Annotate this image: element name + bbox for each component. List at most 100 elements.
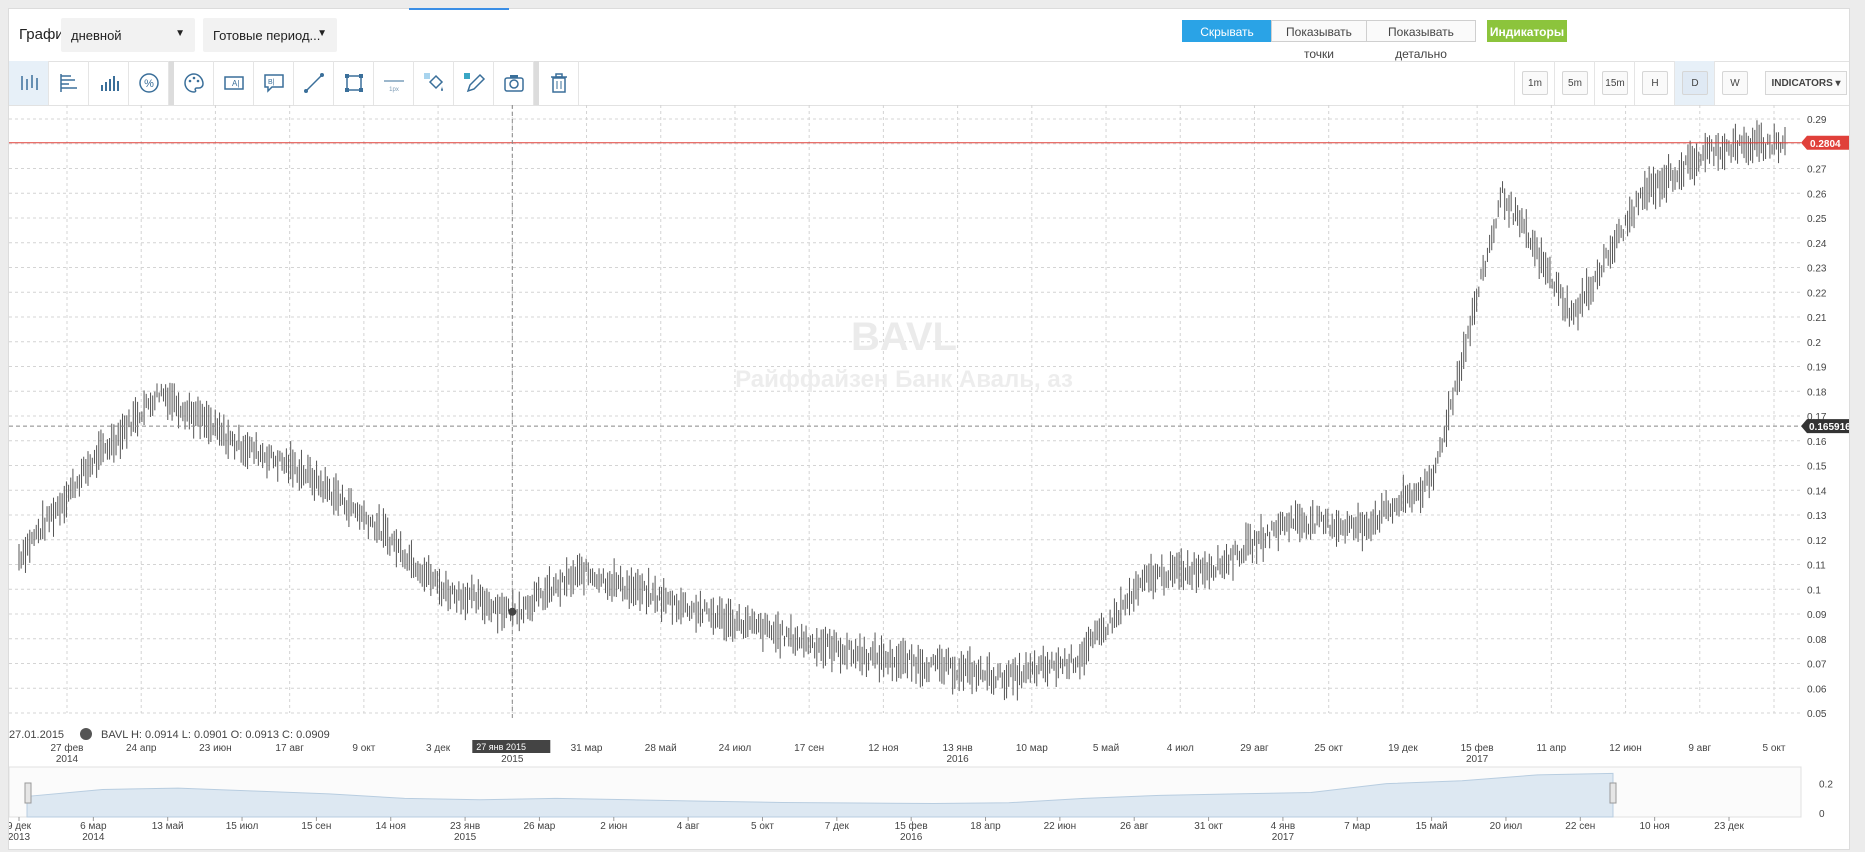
percent-tool-button[interactable]: % [129, 61, 169, 105]
trash-icon [550, 73, 567, 93]
navigator-x-tick-label: 13 май [152, 821, 184, 832]
chart-grid [9, 105, 1801, 714]
navigator-x-tick-label: 15 сен [301, 821, 331, 832]
pencil-color-icon [463, 73, 485, 93]
active-tab-indicator [409, 8, 509, 10]
volume-profile-icon [59, 74, 77, 92]
toolbar-divider [534, 61, 539, 105]
top-bar: График дневной ▼ Готовые период... ▼ Скр… [9, 8, 1849, 62]
y-tick-label: 0.26 [1807, 189, 1827, 200]
period-cell: D [1674, 61, 1714, 105]
y-tick-label: 0.22 [1807, 288, 1827, 299]
info-ohlc: BAVL H: 0.0914 L: 0.0901 O: 0.0913 C: 0.… [101, 729, 330, 741]
period-d-button[interactable]: D [1682, 71, 1708, 95]
x-tick-label: 5 май [1093, 743, 1119, 754]
navigator-x-tick-label: 15 май [1416, 821, 1448, 832]
period-w-button[interactable]: W [1722, 71, 1748, 95]
watermark-name: Райффайзен Банк Аваль, аз [735, 366, 1073, 393]
period-1m-button[interactable]: 1m [1522, 71, 1548, 95]
svg-text:%: % [144, 78, 154, 90]
indicators-dropdown-label: INDICATORS [1771, 78, 1833, 89]
navigator-x-year-label: 2017 [1272, 832, 1295, 843]
x-tick-label: 5 окт [1763, 743, 1786, 754]
navigator-x-tick-label: 14 ноя [376, 821, 406, 832]
percent-icon: % [138, 73, 159, 93]
x-tick-label: 12 июн [1609, 743, 1642, 754]
last-price-badge: 0.2804 [1801, 135, 1849, 150]
show-detailed-button[interactable]: Показывать детально [1366, 20, 1476, 61]
line-width-icon: 1px [383, 80, 404, 93]
y-tick-label: 0.18 [1807, 387, 1827, 398]
show-points-button[interactable]: Показывать точки [1271, 20, 1367, 61]
navigator-x-tick-label: 9 дек [9, 821, 32, 832]
x-tick-label: 12 ноя [868, 743, 898, 754]
interval-select-value: дневной [71, 28, 122, 43]
volume-profile-tool-button[interactable] [49, 61, 89, 105]
y-tick-label: 0.2 [1807, 338, 1821, 349]
navigator-x-tick-label: 22 сен [1565, 821, 1595, 832]
camera-icon [503, 75, 524, 92]
navigator-x-tick-label: 10 ноя [1639, 821, 1669, 832]
period-cell: 15m [1594, 61, 1634, 105]
camera-tool-button[interactable] [494, 61, 534, 105]
svg-text:A|: A| [232, 79, 239, 88]
palette-icon [183, 73, 204, 93]
trash-tool-button[interactable] [539, 61, 579, 105]
crosshair-date-label: 27 янв 2015 [476, 742, 526, 752]
navigator-x-year-label: 2013 [9, 832, 31, 843]
y-tick-label: 0.29 [1807, 115, 1827, 126]
period-15m-button[interactable]: 15m [1602, 71, 1628, 95]
navigator-y-tick: 0 [1819, 809, 1825, 820]
periods-select[interactable]: Готовые период... ▼ [203, 18, 337, 52]
navigator-x-tick-label: 22 июн [1044, 821, 1077, 832]
y-tick-label: 0.11 [1807, 561, 1826, 572]
rectangle-tool-button[interactable] [334, 61, 374, 105]
indicators-dropdown[interactable]: INDICATORS ▾ [1765, 71, 1847, 95]
navigator-x-tick-label: 26 мар [523, 821, 555, 832]
callout-icon: B| [263, 74, 284, 93]
trendline-tool-button[interactable] [294, 61, 334, 105]
chevron-down-icon: ▾ [1835, 78, 1841, 89]
text-label-icon: A| [223, 76, 244, 90]
fill-bucket-icon [423, 73, 443, 91]
navigator-x-tick-label: 7 мар [1344, 821, 1371, 832]
rectangle-icon [344, 74, 363, 92]
indicators-button[interactable]: Индикаторы [1487, 20, 1567, 42]
period-5m-button[interactable]: 5m [1562, 71, 1588, 95]
palette-tool-button[interactable] [174, 61, 214, 105]
y-tick-label: 0.12 [1807, 536, 1827, 547]
x-tick-label: 24 апр [126, 743, 157, 754]
bar-volume-tool-button[interactable] [89, 61, 129, 105]
navigator-x-year-label: 2014 [82, 832, 105, 843]
svg-text:B|: B| [268, 79, 275, 86]
price-chart[interactable]: BAVL Райффайзен Банк Аваль, аз 0.29 0.280… [9, 105, 1849, 845]
period-h-button[interactable]: H [1642, 71, 1668, 95]
navigator-x-tick-label: 18 апр [970, 821, 1001, 832]
crosshair-price-badge: 0.165916 [1801, 419, 1849, 434]
callout-tool-button[interactable]: B| [254, 61, 294, 105]
drawing-toolbar: % A| B| 1px 1 [9, 61, 1849, 106]
period-cell: 1m [1514, 61, 1554, 105]
navigator-x-tick-label: 20 июл [1490, 821, 1523, 832]
y-tick-label: 0.06 [1807, 684, 1827, 695]
x-tick-label: 17 авг [275, 743, 304, 754]
y-tick-label: 0.23 [1807, 264, 1827, 275]
chart-label: График [19, 26, 71, 43]
text-label-tool-button[interactable]: A| [214, 61, 254, 105]
navigator-x-tick-label: 31 окт [1194, 821, 1223, 832]
navigator[interactable]: 0.20 [9, 766, 1833, 820]
y-tick-label: 0.19 [1807, 363, 1827, 374]
navigator-x-tick-label: 2 июн [600, 821, 627, 832]
navigator-x-tick-label: 15 фев [895, 820, 928, 832]
fill-bucket-tool-button[interactable] [414, 61, 454, 105]
x-tick-label: 28 май [645, 743, 677, 754]
pencil-color-tool-button[interactable] [454, 61, 494, 105]
interval-select[interactable]: дневной ▼ [61, 18, 195, 52]
crosshair-date-badge: 27 янв 2015 [472, 740, 551, 753]
line-width-tool-button[interactable]: 1px [374, 61, 414, 105]
candles-tool-button[interactable] [9, 61, 49, 105]
hide-trades-button[interactable]: Скрывать сделки [1182, 20, 1272, 61]
chart-widget: График дневной ▼ Готовые период... ▼ Скр… [8, 8, 1850, 850]
y-tick-label: 0.24 [1807, 239, 1827, 250]
y-tick-label: 0.14 [1807, 486, 1827, 497]
